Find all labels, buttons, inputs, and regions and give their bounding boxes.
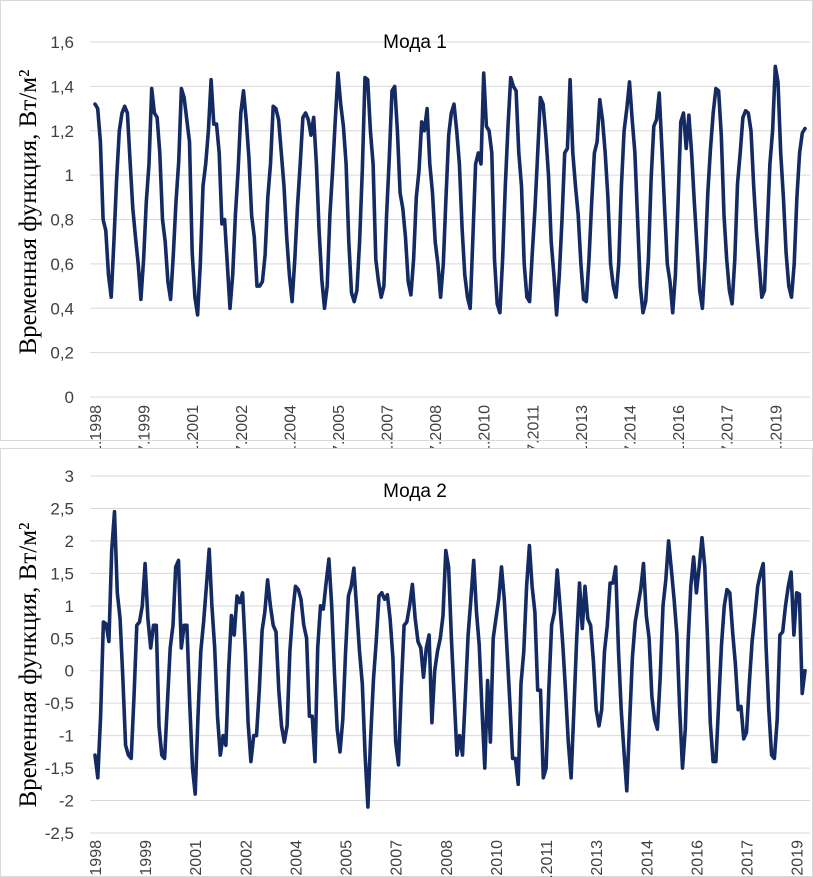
x-tick-label: 1.2007 bbox=[380, 405, 397, 454]
x-tick-label: 7.2014 bbox=[623, 405, 640, 454]
x-tick-label: 1.1998 bbox=[88, 840, 105, 877]
x-tick-label: 7.2002 bbox=[234, 405, 251, 454]
x-tick-label: 7.2011 bbox=[539, 840, 556, 877]
series-line bbox=[93, 509, 807, 809]
panel-frame bbox=[0, 0, 813, 441]
x-tick-label: 7.2008 bbox=[439, 840, 456, 877]
x-tick-label: 7.2005 bbox=[331, 405, 348, 454]
x-tick-label: 1.2019 bbox=[790, 840, 807, 877]
x-tick-label: 7.2008 bbox=[428, 405, 445, 454]
y-tick-label: 0 bbox=[65, 662, 74, 681]
x-tick-label: 7.2017 bbox=[740, 840, 757, 877]
y-tick-label: 2 bbox=[65, 532, 74, 551]
x-tick-label: 1.1998 bbox=[88, 405, 105, 454]
x-tick-label: 1.2010 bbox=[489, 840, 506, 877]
y-tick-label: 0,5 bbox=[50, 629, 74, 648]
y-axis-label: Временная функция, Вт/м² bbox=[15, 69, 42, 354]
x-tick-label: 1.2013 bbox=[589, 840, 606, 877]
chart-panel-mode-2: -2,5 -2 -1,5 -1 -0,5 0 0,5 1 1,5 2 2,5 3 1.1998 7.19… bbox=[0, 448, 813, 877]
y-tick-label: -0,5 bbox=[45, 694, 74, 713]
x-tick-label: 1.2004 bbox=[289, 840, 306, 877]
y-tick-label: 1 bbox=[65, 597, 74, 616]
y-tick-label: 1 bbox=[65, 166, 74, 185]
chart-title: Мода 1 bbox=[383, 32, 447, 53]
x-tick-label: 1.2001 bbox=[188, 840, 205, 877]
x-tick-label: 7.2011 bbox=[525, 405, 542, 453]
y-tick-label: 3 bbox=[65, 467, 74, 486]
series bbox=[93, 509, 807, 809]
y-tick-label: -1 bbox=[59, 727, 74, 746]
x-tick-label: 1.2007 bbox=[389, 840, 406, 877]
y-tick-label: 0,2 bbox=[50, 344, 74, 363]
x-tick-label: 1.2016 bbox=[671, 405, 688, 454]
series-line bbox=[93, 64, 807, 317]
x-tick-label: 1.2001 bbox=[185, 405, 202, 454]
y-tick-label: 0,8 bbox=[50, 211, 74, 230]
y-tick-label: 2,5 bbox=[50, 499, 74, 518]
x-tick-label: 7.2002 bbox=[238, 840, 255, 877]
x-tick-label: 7.1999 bbox=[138, 840, 155, 877]
x-tick-label: 7.2017 bbox=[720, 405, 737, 454]
y-tick-label: 0,6 bbox=[50, 255, 74, 274]
chart-title: Мода 2 bbox=[383, 481, 447, 502]
x-tick-label: 1.2004 bbox=[282, 405, 299, 454]
y-axis-ticks: -2,5 -2 -1,5 -1 -0,5 0 0,5 1 1,5 2 2,5 3 bbox=[45, 467, 74, 843]
y-tick-label: 0 bbox=[65, 388, 74, 407]
y-tick-label: -2 bbox=[59, 792, 74, 811]
x-tick-label: 7.1999 bbox=[137, 405, 154, 454]
x-tick-label: 7.2005 bbox=[339, 840, 356, 877]
x-tick-label: 1.2013 bbox=[574, 405, 591, 454]
x-tick-label: 1.2016 bbox=[689, 840, 706, 877]
y-tick-label: 1,6 bbox=[50, 33, 74, 52]
y-tick-label: 1,4 bbox=[50, 77, 74, 96]
y-axis-ticks: 0 0,2 0,4 0,6 0,8 1 1,2 1,4 1,6 bbox=[50, 33, 74, 407]
x-axis-ticks: 1.1998 7.1999 1.2001 7.2002 1.2004 7.2005 1.20… bbox=[88, 840, 807, 877]
x-tick-label: 7.2014 bbox=[639, 840, 656, 877]
y-tick-label: 1,2 bbox=[50, 122, 74, 141]
chart-panel-mode-1: 0 0,2 0,4 0,6 0,8 1 1,2 1,4 1,6 1.1998 7.1999 1.20… bbox=[0, 0, 813, 454]
y-tick-label: 1,5 bbox=[50, 564, 74, 583]
y-tick-label: -2,5 bbox=[45, 824, 74, 843]
x-tick-label: 1.2019 bbox=[768, 405, 785, 454]
series bbox=[93, 64, 807, 317]
x-axis-ticks: 1.1998 7.1999 1.2001 7.2002 1.2004 7.2005 1.20… bbox=[88, 405, 785, 454]
y-axis-label: Временная функция, Вт/м² bbox=[15, 522, 42, 807]
y-tick-label: 0,4 bbox=[50, 299, 74, 318]
x-tick-label: 1.2010 bbox=[477, 405, 494, 454]
y-tick-label: -1,5 bbox=[45, 759, 74, 778]
